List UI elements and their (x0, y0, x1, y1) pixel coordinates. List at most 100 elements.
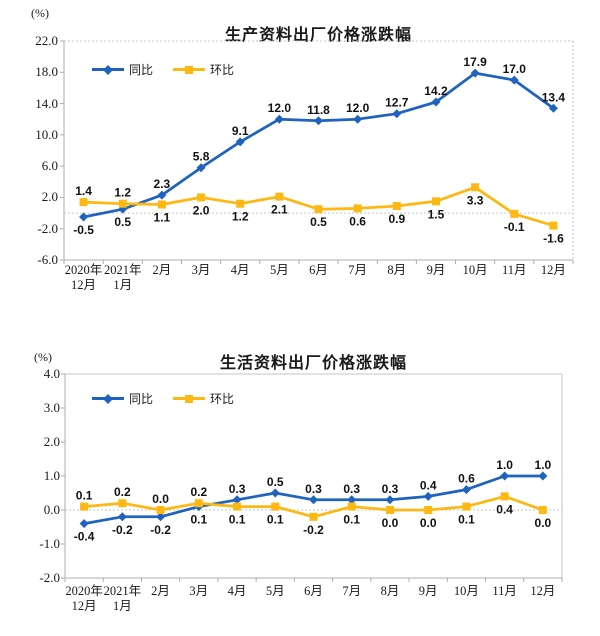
yoy-data-label: 9.1 (232, 124, 249, 138)
yoy-data-point-marker (538, 471, 548, 481)
legend-item-yoy: 同比 (92, 61, 153, 78)
mom-data-label: 0.0 (152, 492, 169, 506)
x-category-label: 11月 (501, 263, 527, 277)
x-category-label: 10月 (462, 263, 488, 277)
yoy-data-point-marker (117, 512, 127, 522)
mom-data-point-marker (510, 209, 519, 218)
x-category-label: 9月 (426, 263, 446, 277)
x-category-label: 9月 (418, 584, 438, 598)
diamond-marker-icon (103, 393, 113, 404)
y-axis-unit-label: (%) (31, 6, 49, 20)
mom-series-line (83, 495, 544, 519)
y-tick-label: 18.0 (35, 64, 58, 80)
x-category-label: 2021年 1月 (103, 584, 142, 613)
yoy-data-point-marker (548, 103, 558, 113)
mom-data-point-marker (197, 193, 206, 202)
mom-data-point-marker (271, 502, 280, 511)
mom-data-point-marker (500, 492, 509, 501)
square-marker-icon (185, 65, 194, 74)
yoy-data-label: 17.9 (463, 55, 487, 69)
yoy-data-label: -0.5 (73, 223, 94, 237)
mom-data-label: 0.1 (229, 513, 246, 527)
yoy-data-label: 0.3 (343, 482, 360, 496)
mom-data-label: 2.1 (271, 203, 288, 217)
legend-item-mom: 环比 (173, 390, 234, 407)
legend-item-label: 同比 (129, 392, 154, 406)
yoy-data-point-marker (470, 68, 480, 78)
x-category-label: 8月 (387, 263, 407, 277)
yoy-data-label: 0.5 (267, 475, 284, 489)
yoy-data-point-marker (235, 137, 245, 147)
mom-data-point-marker (233, 502, 242, 511)
mom-series-line (83, 185, 554, 227)
mom-data-label: 0.2 (190, 485, 207, 499)
mom-data-point-marker (314, 205, 323, 214)
mom-data-label: 1.4 (75, 184, 92, 198)
mom-data-label: 0.0 (535, 516, 552, 530)
mom-data-label: 0.6 (349, 214, 366, 228)
mom-data-point-marker (157, 200, 166, 209)
yoy-data-point-marker (79, 212, 89, 222)
legend-item-label: 同比 (129, 63, 154, 77)
diamond-marker-icon (103, 64, 113, 75)
mom-data-label: 0.0 (420, 516, 437, 530)
mom-data-point-marker (118, 199, 127, 208)
legend-item-label: 环比 (210, 392, 235, 406)
mom-data-point-marker (347, 502, 356, 511)
mom-data-label: 0.1 (458, 513, 475, 527)
legend-marker-line (92, 393, 124, 404)
y-tick-label: 14.0 (35, 95, 58, 111)
mom-data-point-marker (538, 506, 547, 514)
x-category-label: 6月 (304, 584, 323, 598)
mom-data-label: 0.1 (267, 513, 284, 527)
yoy-data-label: 17.0 (503, 62, 527, 76)
mom-data-label: 0.2 (114, 485, 131, 499)
mom-data-point-marker (431, 197, 440, 206)
mom-data-point-marker (118, 499, 127, 508)
mom-data-label: -1.6 (543, 232, 564, 246)
yoy-data-label: -0.2 (150, 523, 171, 537)
yoy-data-label: 12.0 (346, 101, 370, 115)
y-tick-label: 0.0 (43, 502, 60, 517)
x-category-label: 2020年 12月 (64, 263, 103, 292)
mom-data-label: 2.0 (193, 203, 210, 217)
yoy-data-point-marker (196, 163, 206, 173)
yoy-data-label: 0.3 (382, 482, 399, 496)
yoy-data-label: 0.1 (190, 513, 207, 527)
y-tick-label: -2.0 (39, 570, 60, 585)
mom-data-point-marker (462, 502, 471, 511)
x-category-label: 7月 (342, 584, 362, 598)
y-tick-label: 2.0 (43, 434, 60, 449)
y-tick-label: 22.0 (35, 33, 58, 48)
mom-data-point-marker (353, 204, 362, 213)
mom-data-point-marker (471, 183, 480, 192)
x-category-label: 8月 (380, 584, 400, 598)
yoy-series-line (83, 474, 543, 525)
mom-data-point-marker (156, 506, 165, 514)
legend-marker-line (92, 64, 124, 75)
yoy-data-label: 11.8 (307, 103, 330, 117)
yoy-data-point-marker (156, 512, 166, 522)
mom-data-point-marker (194, 499, 203, 508)
yoy-data-point-marker (270, 488, 280, 498)
chart-title: 生产资料出厂价格涨跌幅 (224, 27, 412, 44)
y-tick-label: -1.0 (39, 536, 60, 551)
yoy-data-label: 12.0 (268, 101, 292, 115)
yoy-data-label: 12.7 (385, 96, 409, 110)
mom-data-label: 1.2 (232, 210, 249, 224)
yoy-data-label: 13.4 (542, 90, 566, 104)
x-category-label: 12月 (540, 263, 566, 277)
x-category-label: 11月 (492, 584, 517, 598)
yoy-data-point-marker (509, 75, 519, 85)
yoy-data-label: 0.5 (114, 215, 131, 229)
mom-data-label: 1.5 (428, 207, 445, 221)
x-category-label: 6月 (309, 263, 328, 277)
yoy-data-point-marker (431, 97, 441, 107)
y-tick-label: 6.0 (41, 158, 58, 174)
yoy-data-point-marker (118, 204, 128, 214)
legend-item-mom: 环比 (173, 61, 234, 78)
mom-data-label: 3.3 (467, 193, 484, 207)
legend-item-yoy: 同比 (92, 390, 153, 407)
yoy-data-point-marker (309, 495, 318, 505)
